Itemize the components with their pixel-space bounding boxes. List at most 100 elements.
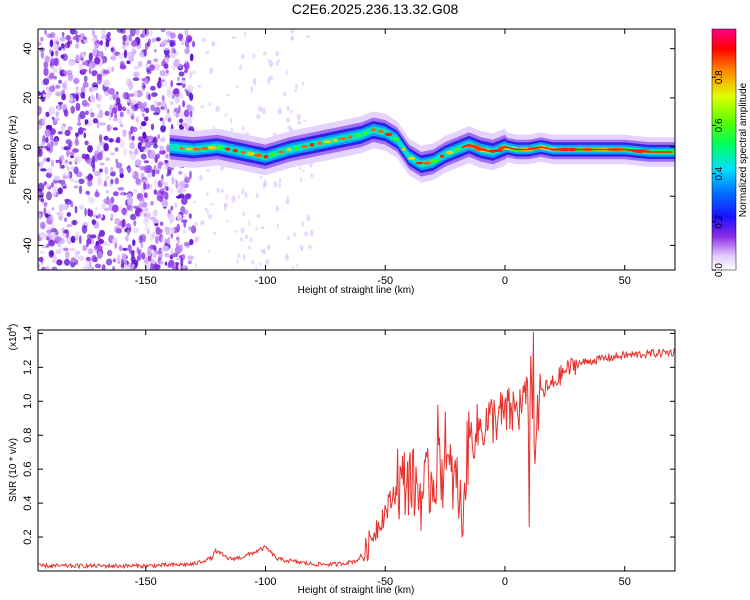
spectrogram-noise-blob (164, 191, 169, 201)
spectrogram-noise-blob (85, 190, 90, 195)
spectrogram-noise-blob (184, 69, 188, 74)
spectrogram-noise-blob (242, 125, 245, 131)
spectrogram-noise-blob (276, 223, 279, 230)
spectrogram-noise-blob (151, 169, 156, 178)
spectrogram-noise-blob (99, 168, 103, 173)
spectrogram-noise-blob (194, 221, 198, 227)
spectrogram-noise-blob (55, 64, 59, 74)
spectrogram-ridge-peak (263, 154, 269, 159)
spectrogram-ridge-peak (180, 146, 184, 150)
spectrogram-ridge-peak (294, 146, 299, 150)
spectrogram-noise-blob (165, 69, 169, 74)
spectrogram-noise-blob (170, 248, 174, 254)
spectrogram-noise-blob (175, 50, 179, 56)
spectrogram-noise-blob (115, 158, 119, 164)
spectrogram-ridge-band (169, 126, 675, 168)
spectrogram-noise-blob (138, 197, 145, 202)
spectrogram-noise-blob (164, 159, 169, 164)
colorbar: 0.0 0.2 0.4 0.6 0.8 Normalized spectral ampl… (711, 28, 749, 277)
spectrogram-noise-blob (49, 214, 54, 222)
spectrogram-noise-blob (65, 199, 72, 205)
x-tick-label: 50 (619, 275, 631, 287)
spectrogram-noise-blob (118, 104, 123, 112)
spectrogram-noise-blob (162, 47, 170, 51)
spectrogram-noise-blob (231, 36, 236, 39)
spectrogram-noise-blob (189, 109, 193, 118)
spectrogram-noise-blob (176, 223, 180, 233)
spectrogram-noise-blob (163, 63, 169, 69)
spectrogram-noise-blob (192, 40, 195, 48)
spectrogram-noise-blob (182, 100, 186, 108)
spectrogram-noise-blob (44, 29, 47, 35)
y-tick-label: 0.6 (22, 462, 34, 477)
spectrogram-noise-blob (105, 258, 113, 266)
spectrogram-noise-blob (225, 194, 228, 200)
spectrogram-noise-blob (112, 117, 119, 122)
spectrogram-noise-blob (120, 258, 125, 268)
spectrogram-noise-blob (166, 173, 170, 177)
spectrogram-noise-blob (138, 235, 143, 244)
spectrogram-noise-blob (63, 247, 69, 251)
spectrogram-noise-blob (152, 112, 160, 116)
spectrogram-noise-blob (188, 213, 192, 219)
spectrogram-ridge-peak (402, 147, 406, 151)
spectrogram-noise-blob (104, 243, 111, 246)
spectrogram-noise-blob (161, 95, 165, 102)
spectrogram-noise-blob (152, 231, 156, 239)
spectrogram-noise-blob (67, 172, 71, 180)
spectrogram-noise-blob (140, 121, 147, 127)
spectrogram-noise-blob (110, 196, 115, 204)
spectrogram-noise-blob (153, 143, 158, 149)
spectrogram-noise-blob (128, 34, 132, 42)
spectrogram-noise-blob (167, 209, 171, 214)
spectrogram-noise-blob (60, 54, 65, 59)
spectrogram-noise-blob (177, 76, 180, 81)
spectrogram-noise-blob (69, 247, 76, 252)
spectrogram-noise-blob (176, 195, 182, 199)
spectrogram-noise-blob (125, 235, 129, 242)
spectrogram-noise-blob (45, 137, 49, 143)
spectrogram-noise-blob (55, 84, 61, 89)
spectrogram-noise-blob (220, 189, 225, 193)
spectrogram-noise-blob (155, 250, 162, 255)
spectrogram-noise-blob (73, 77, 80, 85)
spectrogram-noise-blob (90, 112, 95, 118)
spectrogram-noise-blob (94, 150, 99, 156)
spectrogram-ridge-peak (201, 146, 209, 151)
spectrogram-noise-blob (74, 30, 78, 36)
spectrogram-ridge-peak (216, 145, 224, 150)
spectrogram-noise-blob (103, 143, 109, 152)
spectrogram-noise-blob (154, 100, 158, 106)
spectrogram-noise-blob (60, 73, 65, 77)
spectrogram-noise-blob (238, 66, 241, 71)
spectrogram-noise-blob (163, 182, 169, 187)
spectrogram-noise-blob (60, 124, 66, 132)
spectrogram-noise-blob (91, 29, 96, 37)
spectrogram-noise-blob (310, 173, 314, 178)
spectrogram-noise-blob (74, 231, 80, 240)
spectrogram-noise-blob (167, 108, 170, 114)
spectrogram-noise-blob (150, 201, 154, 206)
colorbar-tick-label: 0.4 (714, 166, 725, 180)
snr-x-label: Height of straight line (km) (298, 585, 415, 596)
spectrogram-noise-blob (185, 194, 191, 200)
spectrogram-noise-blob (159, 228, 163, 234)
spectrogram-noise-blob (144, 225, 151, 231)
spectrogram-noise-blob (58, 79, 63, 85)
spectrogram-noise-blob (68, 60, 75, 67)
spectrogram-noise-blob (259, 262, 262, 266)
snr-series-line (38, 331, 675, 570)
spectrogram-noise-blob (136, 246, 140, 254)
spectrogram-noise-blob (119, 111, 124, 118)
chart-title: C2E6.2025.236.13.32.G08 (291, 1, 459, 17)
spectrogram-noise-blob (107, 249, 113, 257)
spectrogram-noise-blob (70, 178, 75, 182)
spectrogram-noise-blob (143, 160, 150, 164)
spectrogram-noise-blob (294, 89, 298, 92)
spectrogram-noise-blob (96, 73, 103, 81)
spectrogram-noise-blob (53, 68, 56, 74)
spectrogram-noise-blob (276, 205, 278, 213)
spectrogram-ridge-peak (455, 147, 461, 151)
spectrogram-noise-blob (259, 176, 263, 180)
spectrogram-noise-blob (122, 247, 128, 251)
